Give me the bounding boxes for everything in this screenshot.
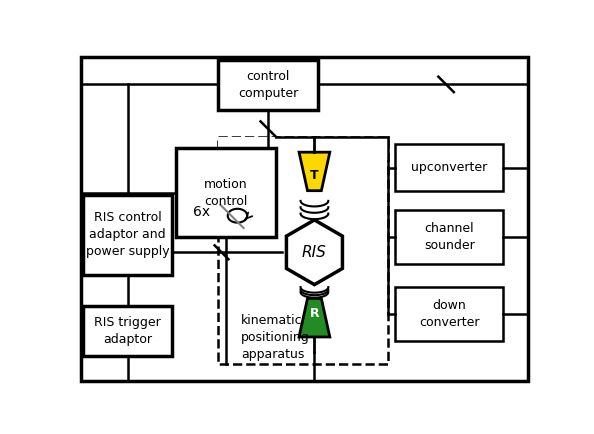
Text: 6x: 6x (193, 205, 210, 219)
Text: RIS: RIS (302, 245, 327, 260)
Text: T: T (310, 169, 319, 182)
Polygon shape (299, 299, 330, 337)
Text: motion
control: motion control (204, 178, 248, 207)
Text: R: R (309, 307, 319, 320)
Bar (218, 137, 387, 160)
Bar (395, 210, 503, 264)
Text: RIS control
adaptor and
power supply: RIS control adaptor and power supply (86, 211, 169, 259)
Text: RIS trigger
adaptor: RIS trigger adaptor (94, 316, 161, 346)
Bar (83, 306, 172, 356)
Bar (218, 60, 318, 110)
Bar (395, 145, 503, 191)
Text: upconverter: upconverter (411, 161, 487, 174)
Text: down
converter: down converter (419, 299, 479, 329)
Text: channel
sounder: channel sounder (424, 222, 475, 252)
Bar (176, 148, 276, 237)
Polygon shape (299, 152, 330, 191)
Bar (395, 287, 503, 341)
Text: kinematic
positioning
apparatus: kinematic positioning apparatus (241, 314, 310, 361)
Polygon shape (286, 220, 343, 285)
Bar (218, 137, 387, 364)
Text: control
computer: control computer (238, 70, 298, 100)
Bar (83, 194, 172, 276)
